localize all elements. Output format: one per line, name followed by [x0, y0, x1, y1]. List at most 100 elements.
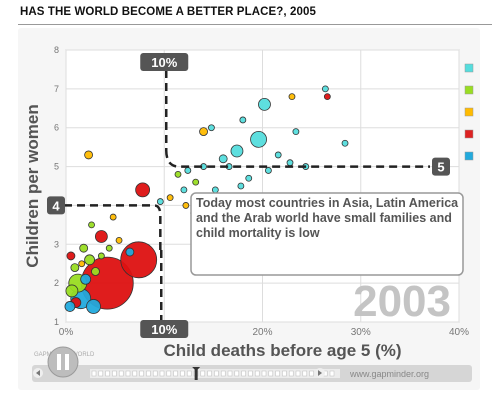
data-point	[274, 151, 282, 159]
player-bar: GAPMINDER WORLD www.gapminder.org	[32, 346, 472, 382]
x-tick-label: 40%	[449, 327, 469, 338]
color-legend[interactable]	[464, 63, 474, 161]
timeline-tick	[248, 370, 253, 377]
timeline-tick	[200, 370, 206, 377]
legend-swatch	[464, 151, 474, 161]
data-point	[91, 267, 100, 276]
y-tick-label: 8	[54, 45, 59, 55]
timeline-tick	[186, 370, 192, 377]
year-slider-handle[interactable]	[192, 367, 201, 380]
slider-pointer	[192, 367, 201, 371]
data-point	[125, 247, 135, 257]
y-tick-label: 2	[54, 278, 59, 288]
data-point	[182, 202, 190, 209]
y-tick-label: 6	[54, 123, 59, 133]
data-point	[211, 186, 219, 194]
annotation-text: Today most countries in Asia, Latin Amer…	[196, 196, 459, 240]
timeline-tick	[105, 370, 110, 377]
chart-title: HAS THE WORLD BECOME A BETTER PLACE?, 20…	[20, 6, 316, 18]
marker-label: 5	[437, 160, 444, 175]
data-point	[292, 128, 300, 136]
y-tick-label: 5	[54, 162, 59, 172]
timeline-tick	[125, 370, 131, 377]
data-point	[109, 213, 117, 221]
data-point	[199, 127, 208, 137]
y-tick-label: 3	[54, 239, 59, 249]
data-point	[288, 93, 296, 101]
data-point	[323, 93, 331, 101]
data-point	[321, 85, 329, 93]
marker-badge	[140, 320, 189, 338]
data-point	[86, 299, 101, 314]
timeline-tick	[302, 370, 308, 377]
data-point	[341, 139, 349, 147]
data-point	[105, 244, 113, 252]
annotation-box: Today most countries in Asia, Latin Amer…	[190, 192, 464, 276]
marker-label: 10%	[151, 322, 177, 337]
data-point	[64, 301, 76, 312]
data-point	[245, 174, 253, 182]
step-back-button[interactable]	[33, 368, 43, 378]
marker-left: 4	[47, 196, 65, 215]
data-point	[218, 154, 228, 164]
timeline-tick	[214, 370, 219, 377]
marker-badge	[432, 157, 450, 176]
x-tick-label: 0%	[59, 327, 74, 338]
data-point	[84, 254, 95, 266]
y-axis-label: Children per women	[23, 104, 42, 267]
year-label: 2003	[353, 277, 451, 326]
y-tick-labels: 1 2 3 4 5 6 7 8	[54, 45, 59, 327]
timeline-tick	[309, 370, 314, 377]
timeline-tick	[254, 370, 260, 377]
play-pause-button[interactable]	[47, 346, 79, 378]
forward-arrow-icon	[318, 370, 322, 376]
step-forward-button[interactable]	[315, 368, 325, 378]
data-point	[70, 263, 80, 273]
timeline-tick	[139, 370, 144, 377]
legend-swatch	[464, 85, 474, 95]
data-point	[120, 241, 158, 279]
site-link[interactable]: www.gapminder.org	[349, 369, 429, 379]
back-arrow-icon	[36, 370, 40, 376]
data-point	[184, 167, 192, 174]
timeline-tick	[173, 370, 178, 377]
timeline-tick	[275, 370, 280, 377]
timeline-tick	[288, 370, 294, 377]
data-point	[84, 150, 93, 160]
timeline-tick	[166, 370, 172, 377]
marker-line-x	[160, 70, 168, 320]
timeline-tick	[295, 370, 301, 377]
timeline-tick	[91, 370, 97, 377]
timeline-tick	[180, 370, 185, 377]
timeline-tick	[241, 370, 246, 377]
data-point	[65, 284, 79, 298]
data-point	[115, 236, 123, 244]
data-point	[264, 167, 272, 174]
y-tick-label: 1	[54, 317, 59, 327]
data-point	[230, 144, 244, 158]
timeline-tick	[261, 370, 267, 377]
data-point	[88, 221, 95, 229]
timeline-tick	[118, 370, 124, 377]
timeline-tick	[159, 370, 165, 377]
data-point	[180, 186, 188, 194]
timeline-tick	[112, 370, 117, 377]
marker-line-y-low	[64, 204, 162, 250]
legend-swatch	[464, 63, 474, 73]
data-point	[208, 124, 215, 132]
data-point	[286, 159, 294, 167]
timeline-tick	[282, 370, 287, 377]
data-point	[66, 251, 76, 261]
data-point	[80, 273, 92, 285]
data-point	[237, 182, 245, 190]
data-point	[97, 252, 105, 260]
threshold-markers: 10% 10% 5 4	[47, 53, 450, 338]
marker-badge	[47, 196, 65, 215]
timeline-ticks	[91, 370, 335, 377]
x-tick-labels: 0%10%20%30%40%	[59, 327, 469, 338]
data-point	[174, 170, 182, 178]
title-divider	[18, 24, 492, 25]
timeline-tick	[98, 370, 104, 377]
data-point	[239, 116, 247, 124]
